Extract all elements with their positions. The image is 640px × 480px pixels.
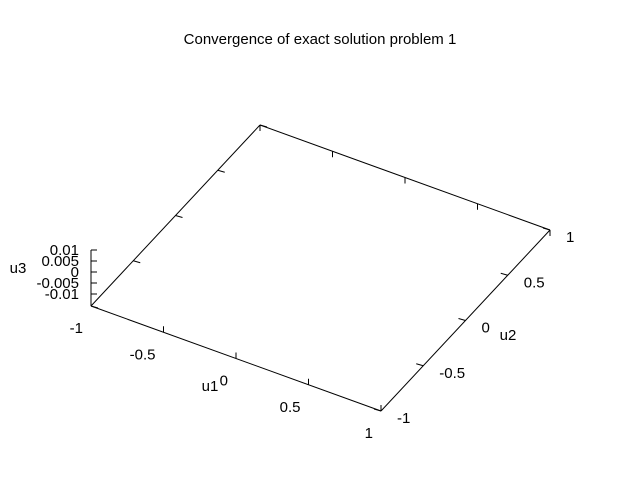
y-tick-mark-back	[175, 215, 183, 218]
x-tick-label: -1	[70, 320, 83, 337]
x-axis-label: u1	[202, 378, 219, 395]
ticks: -1-0.500.51-1-0.500.51-0.01-0.00500.0050…	[36, 124, 574, 442]
plot-box	[90, 124, 551, 412]
y-tick-mark	[500, 272, 508, 276]
z-tick-label: -0.01	[45, 286, 79, 303]
z-tick-label: -0.005	[36, 275, 79, 292]
x-tick-label: -0.5	[130, 346, 156, 363]
y-tick-label: -1	[397, 410, 410, 427]
chart-title: Convergence of exact solution problem 1	[184, 31, 457, 48]
y-axis-label: u2	[500, 327, 517, 344]
y-tick-mark	[373, 408, 382, 412]
y-tick-label: 1	[566, 229, 574, 246]
y-tick-mark-back	[133, 260, 141, 264]
z-tick-label: 0.01	[50, 242, 79, 259]
x-tick-label: 1	[365, 425, 373, 442]
y-tick-label: -0.5	[439, 365, 465, 382]
y-tick-label: 0	[482, 320, 490, 337]
z-axis-label: u3	[10, 260, 27, 277]
y-tick-mark-back	[90, 305, 99, 309]
y-tick-mark	[458, 318, 466, 321]
y-tick-mark-back	[259, 124, 268, 128]
y-tick-mark-back	[217, 169, 225, 173]
z-tick-label: 0	[71, 264, 79, 281]
y-tick-label: 0.5	[524, 274, 545, 291]
y-tick-mark	[416, 363, 424, 367]
x-tick-label: 0.5	[280, 399, 301, 416]
y-tick-mark	[542, 227, 551, 231]
x-tick-label: 0	[220, 373, 228, 390]
z-tick-label: 0.005	[41, 253, 79, 270]
